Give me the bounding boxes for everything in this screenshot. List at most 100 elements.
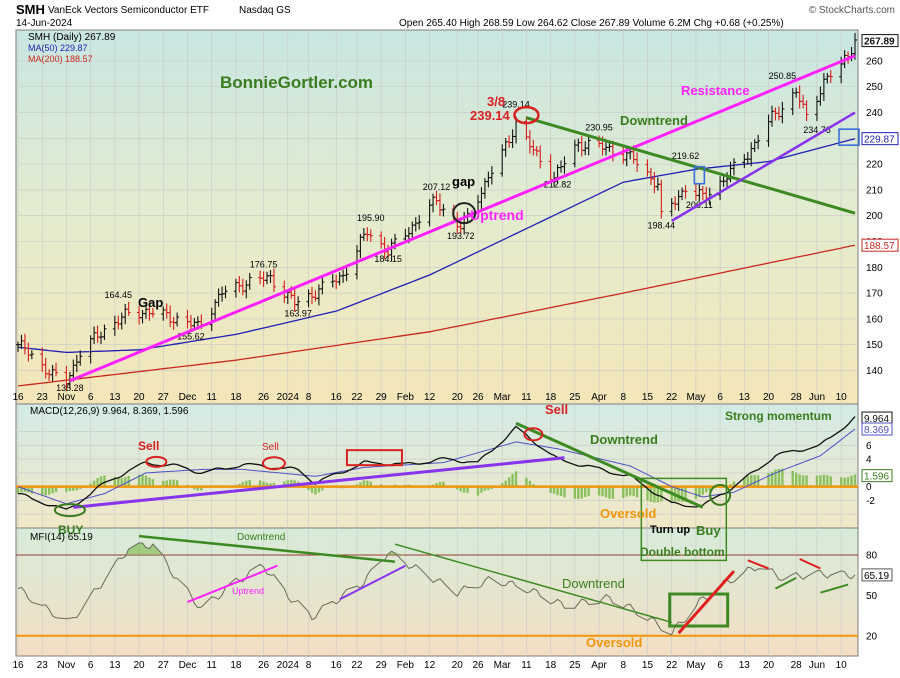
macd-histogram-bar	[660, 486, 663, 502]
mfi-badge-text: 65.19	[864, 571, 889, 582]
x-tick-label: 18	[230, 392, 242, 403]
macd-histogram-bar	[528, 480, 532, 487]
macd-histogram-bar	[801, 475, 805, 487]
sell-box	[345, 449, 403, 467]
x-tick-label: Apr	[591, 660, 607, 671]
macd-histogram-bar	[200, 486, 203, 491]
price-bar	[489, 166, 494, 185]
macd-histogram-bar	[148, 477, 151, 487]
mfi-downtrend-line	[394, 543, 672, 624]
x-tick-label: Feb	[397, 392, 415, 403]
macd-histogram-bar	[438, 481, 442, 487]
buy-label: BUY	[58, 523, 83, 537]
macd-histogram-bar	[822, 474, 826, 487]
price-badge	[861, 34, 899, 48]
legend-ma50: MA(50) 229.87	[28, 43, 88, 53]
x-tick-label: 16	[12, 660, 24, 671]
macd-histogram-bar	[805, 475, 808, 487]
mfi-title: MFI(14) 65.19	[30, 532, 93, 543]
mfi-uptrend-line	[339, 564, 406, 601]
y-tick-label: 250	[866, 82, 883, 93]
x-tick-label: 11	[206, 660, 217, 671]
macd-tick-label: -2	[866, 496, 875, 507]
uptrend-line	[69, 54, 856, 383]
macd-histogram-bar	[480, 486, 483, 493]
price-bar	[586, 135, 591, 156]
macd-histogram-bar	[777, 468, 781, 487]
macd-histogram-bar	[30, 486, 34, 494]
macd-histogram-bar	[124, 477, 127, 487]
macd-histogram-bar	[120, 477, 123, 487]
macd-tick-label: 6	[866, 441, 872, 452]
macd-histogram-bar	[165, 480, 168, 487]
price-bar	[344, 267, 349, 282]
macd-badge-text: 9.964	[864, 414, 889, 425]
macd-histogram-bar	[815, 475, 819, 487]
x-tick-label: 18	[545, 392, 557, 403]
macd-tick-label: 4	[866, 455, 872, 466]
macd-histogram-bar	[601, 486, 604, 497]
price-bar	[78, 350, 83, 366]
price-value-label: 250.85	[769, 71, 797, 81]
buy-circle	[709, 483, 732, 506]
x-tick-label: May	[686, 392, 705, 403]
macd-histogram-bar	[75, 486, 78, 491]
macd-histogram-bar	[504, 480, 507, 487]
macd-histogram-bar	[258, 480, 262, 487]
downtrend-label: Downtrend	[620, 113, 688, 128]
x-tick-label: Apr	[591, 392, 607, 403]
price-value-label: 176.75	[250, 259, 278, 269]
symbol-text: SMH	[16, 2, 45, 17]
macd-histogram-bar	[265, 482, 269, 487]
x-tick-label: 10	[836, 392, 848, 403]
price-bar	[804, 100, 809, 122]
macd-histogram-bar	[47, 486, 51, 495]
price-badge-text: 188.57	[864, 241, 895, 252]
mfi-downtrend-label: Downtrend	[237, 532, 285, 543]
price-badge-text: 267.89	[864, 37, 895, 48]
x-tick-label: 25	[569, 660, 581, 671]
price-bar	[780, 101, 785, 124]
macd-histogram-bar	[635, 486, 639, 498]
macd-histogram-bar	[604, 486, 608, 498]
x-tick-label: 22	[666, 392, 678, 403]
macd-histogram-bar	[708, 486, 711, 491]
macd-histogram-bar	[632, 486, 635, 496]
macd-histogram-bar	[577, 486, 580, 499]
macd-histogram-bar	[819, 475, 822, 487]
macd-histogram-bar	[162, 480, 165, 487]
macd-histogram-bar	[694, 486, 698, 499]
macd-histogram-bar	[68, 486, 72, 491]
uptrend-label: Uptrend	[470, 207, 524, 223]
x-tick-label: 15	[642, 660, 654, 671]
sell-label: Sell	[545, 402, 568, 417]
macd-badge-text: 8.369	[864, 425, 889, 436]
x-tick-label: 8	[306, 392, 312, 403]
price-bar	[150, 307, 155, 318]
macd-histogram-bar	[677, 486, 680, 502]
x-tick-label: 20	[763, 660, 775, 671]
x-tick-label: 27	[158, 660, 170, 671]
macd-title: MACD(12,26,9) 9.964, 8.369, 1.596	[30, 406, 189, 417]
macd-histogram-bar	[829, 476, 832, 487]
macd-histogram-bar	[791, 470, 794, 487]
price-bar	[441, 204, 446, 217]
macd-histogram-bar	[514, 471, 518, 487]
macd-histogram-bar	[798, 474, 801, 487]
downtrend-label: Downtrend	[590, 432, 658, 447]
price-value-label: 155.62	[177, 332, 205, 342]
macd-histogram-bar	[248, 480, 251, 487]
gap-label: gap	[452, 174, 475, 189]
macd-support-line	[73, 456, 565, 509]
macd-histogram-bar	[850, 475, 853, 487]
macd-histogram-bar	[774, 469, 777, 487]
price-bar	[271, 268, 276, 292]
macd-histogram-bar	[196, 486, 200, 491]
sell-circle	[145, 455, 168, 468]
macd-histogram-bar	[310, 486, 314, 493]
x-tick-label: Jun	[809, 660, 825, 671]
x-tick-label: 13	[109, 660, 121, 671]
resistance-label: Resistance	[681, 83, 750, 98]
macd-histogram-bar	[826, 475, 829, 487]
watermark-text: BonnieGortler.com	[220, 73, 373, 92]
